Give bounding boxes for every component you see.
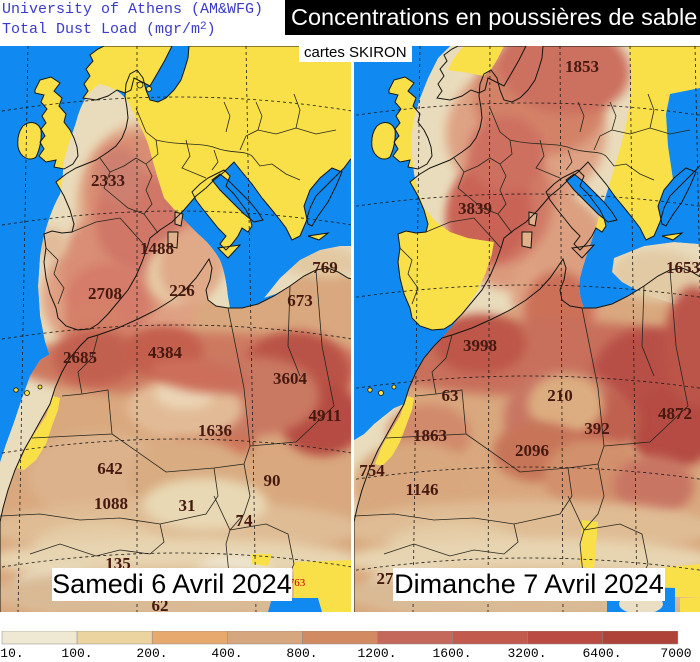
svg-text:1636: 1636 bbox=[198, 421, 232, 440]
svg-text:31: 31 bbox=[179, 496, 196, 515]
svg-text:1653: 1653 bbox=[666, 258, 700, 277]
svg-text:673: 673 bbox=[287, 291, 313, 310]
svg-text:642: 642 bbox=[97, 459, 123, 478]
svg-text:769: 769 bbox=[312, 258, 338, 277]
svg-text:392: 392 bbox=[584, 419, 610, 438]
svg-text:63: 63 bbox=[442, 386, 459, 405]
svg-text:2333: 2333 bbox=[91, 171, 125, 190]
svg-text:2096: 2096 bbox=[515, 441, 549, 460]
svg-text:2685: 2685 bbox=[63, 348, 97, 367]
svg-text:3998: 3998 bbox=[463, 336, 497, 355]
svg-text:2708: 2708 bbox=[88, 284, 122, 303]
svg-text:27: 27 bbox=[377, 569, 395, 588]
svg-text:210: 210 bbox=[547, 386, 573, 405]
svg-text:1088: 1088 bbox=[94, 494, 128, 513]
svg-text:74: 74 bbox=[236, 511, 254, 530]
svg-text:4872: 4872 bbox=[658, 404, 692, 423]
svg-text:1146: 1146 bbox=[405, 480, 438, 499]
svg-text:1853: 1853 bbox=[565, 57, 599, 76]
svg-text:1488: 1488 bbox=[140, 239, 174, 258]
svg-text:4384: 4384 bbox=[148, 343, 183, 362]
svg-text:763: 763 bbox=[289, 577, 306, 589]
svg-text:3604: 3604 bbox=[273, 369, 308, 388]
svg-text:4911: 4911 bbox=[308, 406, 341, 425]
svg-text:226: 226 bbox=[169, 281, 195, 300]
svg-text:754: 754 bbox=[359, 461, 385, 480]
svg-text:1863: 1863 bbox=[413, 426, 447, 445]
svg-text:3839: 3839 bbox=[458, 199, 492, 218]
svg-text:90: 90 bbox=[264, 471, 281, 490]
